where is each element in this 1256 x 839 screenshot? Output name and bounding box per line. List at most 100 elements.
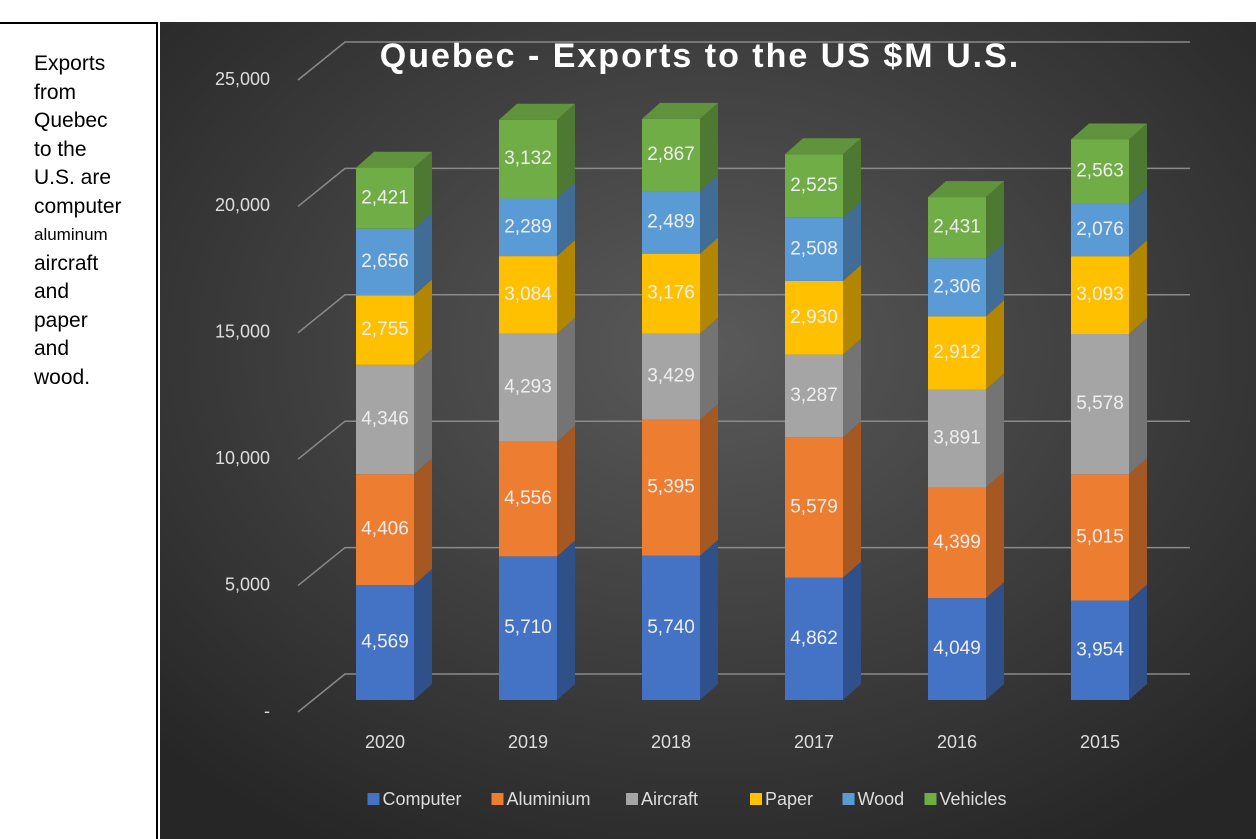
chart: Quebec - Exports to the US $M U.S. - 5,00… (160, 22, 1256, 839)
data-label: 4,346 (361, 409, 409, 430)
data-label: 3,176 (647, 283, 695, 304)
bar-side (700, 175, 718, 254)
data-label: 2,525 (790, 175, 838, 196)
bar-side (1129, 187, 1147, 257)
bar (499, 333, 557, 442)
bar (928, 598, 986, 700)
y-tick-label: 5,000 (225, 574, 270, 594)
data-label: 3,084 (504, 284, 552, 305)
bar (928, 197, 986, 259)
data-label: 2,930 (790, 307, 838, 328)
bar-side (843, 201, 861, 281)
sidebar-line: wood. (34, 365, 91, 389)
x-tick-label: 2015 (1080, 732, 1120, 752)
data-label: 2,489 (647, 211, 695, 232)
bar (642, 333, 700, 420)
grid-line (297, 546, 1190, 587)
data-label: 4,556 (504, 488, 552, 509)
bar-side (557, 182, 575, 257)
sidebar-line: and (34, 280, 70, 303)
sidebar-line: computer (34, 194, 122, 218)
bar-side (1129, 584, 1147, 700)
bar (642, 419, 700, 556)
bar (928, 316, 986, 390)
data-label: 5,579 (790, 497, 838, 518)
y-tick-label: - (264, 701, 270, 721)
bar (499, 441, 557, 557)
bar-side (414, 279, 432, 365)
bar-side (557, 317, 575, 442)
bar (785, 154, 843, 218)
bar (499, 198, 557, 257)
legend-swatch (924, 793, 937, 805)
bar-side (414, 458, 432, 586)
bar (785, 280, 843, 355)
bar-side (843, 138, 861, 218)
bar (1071, 333, 1129, 475)
bar-top (642, 102, 718, 119)
data-label: 2,431 (933, 217, 981, 238)
data-label: 2,421 (361, 187, 409, 208)
bar (785, 437, 843, 578)
data-label: 2,076 (1076, 219, 1124, 240)
y-tick-label: 25,000 (215, 69, 270, 89)
bar-top (499, 103, 575, 120)
sidebar-line: aluminum (34, 225, 108, 244)
data-label: 2,563 (1076, 161, 1124, 182)
data-label: 4,399 (933, 532, 981, 553)
bar (928, 258, 986, 317)
legend-swatch (750, 793, 762, 805)
bar-side (414, 212, 432, 296)
header (0, 0, 1256, 22)
bar-top (1071, 123, 1147, 140)
legend-label: Aircraft (641, 789, 698, 809)
bar-side (557, 425, 575, 557)
data-label: 4,862 (790, 628, 838, 649)
legend-label: Paper (765, 789, 813, 809)
bar-side (1129, 123, 1147, 204)
data-label: 2,289 (504, 216, 552, 237)
bar (356, 167, 414, 229)
bar (499, 556, 557, 700)
x-tick-label: 2018 (651, 732, 691, 752)
bar (642, 191, 700, 254)
bar (499, 256, 557, 334)
data-label: 2,755 (361, 319, 409, 340)
data-label: 3,429 (647, 366, 695, 387)
data-label: 4,406 (361, 519, 409, 540)
grid-line (297, 673, 1190, 713)
bar (1071, 474, 1129, 601)
bar-side (700, 237, 718, 334)
bar (1071, 256, 1129, 334)
y-tick-label: 20,000 (215, 195, 270, 215)
data-label: 4,049 (933, 638, 981, 659)
bar-side (986, 242, 1004, 317)
bar (785, 354, 843, 438)
sidebar-line: from (34, 80, 76, 104)
sidebar-line: Exports (34, 52, 106, 75)
legend-label: Vehicles (940, 789, 1007, 809)
bar (642, 118, 700, 192)
grid-line (297, 167, 1190, 207)
legend-swatch (842, 793, 855, 805)
bar (642, 253, 700, 334)
x-tick-label: 2017 (794, 732, 834, 752)
bar (928, 487, 986, 599)
grid-line (297, 294, 1190, 334)
bar-side (1129, 317, 1147, 475)
bar (356, 295, 414, 365)
data-label: 3,093 (1076, 284, 1124, 305)
data-label: 3,954 (1076, 639, 1124, 660)
bar (356, 474, 414, 586)
bar (928, 389, 986, 488)
data-label: 2,912 (933, 342, 981, 363)
data-label: 2,508 (790, 238, 838, 259)
bar-side (700, 102, 718, 192)
sidebar-line: to the (34, 137, 87, 161)
bar-side (986, 181, 1004, 259)
bar-side (1129, 458, 1147, 601)
grid-line (297, 41, 1190, 81)
bar-side (986, 373, 1004, 488)
bar-side (1129, 240, 1147, 334)
